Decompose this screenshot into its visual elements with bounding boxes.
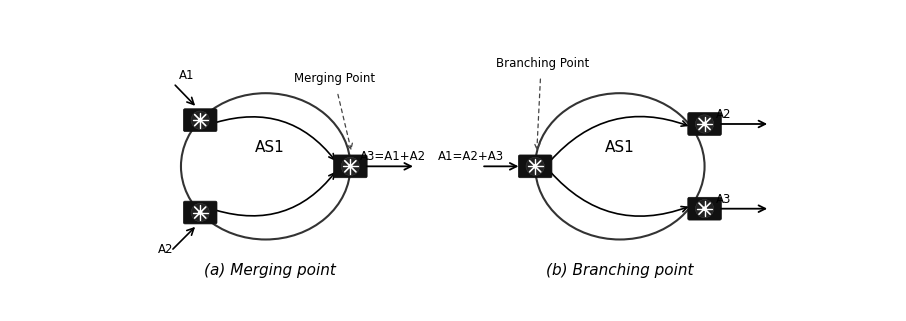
FancyBboxPatch shape	[688, 113, 721, 135]
Text: A1=A2+A3: A1=A2+A3	[439, 150, 505, 163]
Circle shape	[534, 165, 537, 168]
FancyBboxPatch shape	[333, 155, 367, 178]
FancyArrowPatch shape	[216, 117, 334, 160]
FancyBboxPatch shape	[688, 197, 721, 220]
Circle shape	[342, 157, 360, 176]
Text: A1: A1	[178, 69, 194, 82]
FancyBboxPatch shape	[183, 109, 217, 132]
FancyArrowPatch shape	[550, 117, 687, 161]
FancyBboxPatch shape	[183, 201, 217, 224]
Circle shape	[198, 211, 202, 214]
Circle shape	[696, 200, 714, 218]
Circle shape	[191, 204, 209, 222]
Circle shape	[198, 118, 202, 122]
Circle shape	[191, 111, 209, 129]
Text: (b) Branching point: (b) Branching point	[546, 263, 694, 278]
Text: A3: A3	[716, 193, 731, 206]
Circle shape	[696, 115, 714, 133]
Text: Merging Point: Merging Point	[294, 73, 375, 85]
Circle shape	[349, 165, 352, 168]
Text: AS1: AS1	[255, 140, 284, 155]
Circle shape	[526, 157, 545, 176]
Text: A3=A1+A2: A3=A1+A2	[361, 150, 427, 163]
Text: (a) Merging point: (a) Merging point	[204, 263, 335, 278]
Circle shape	[703, 207, 706, 210]
FancyArrowPatch shape	[550, 171, 687, 216]
Text: Branching Point: Branching Point	[496, 57, 590, 70]
Text: A2: A2	[158, 243, 173, 256]
Text: A2: A2	[716, 108, 732, 121]
FancyBboxPatch shape	[518, 155, 552, 178]
FancyArrowPatch shape	[216, 173, 334, 216]
Text: AS1: AS1	[605, 140, 635, 155]
Circle shape	[703, 122, 706, 126]
